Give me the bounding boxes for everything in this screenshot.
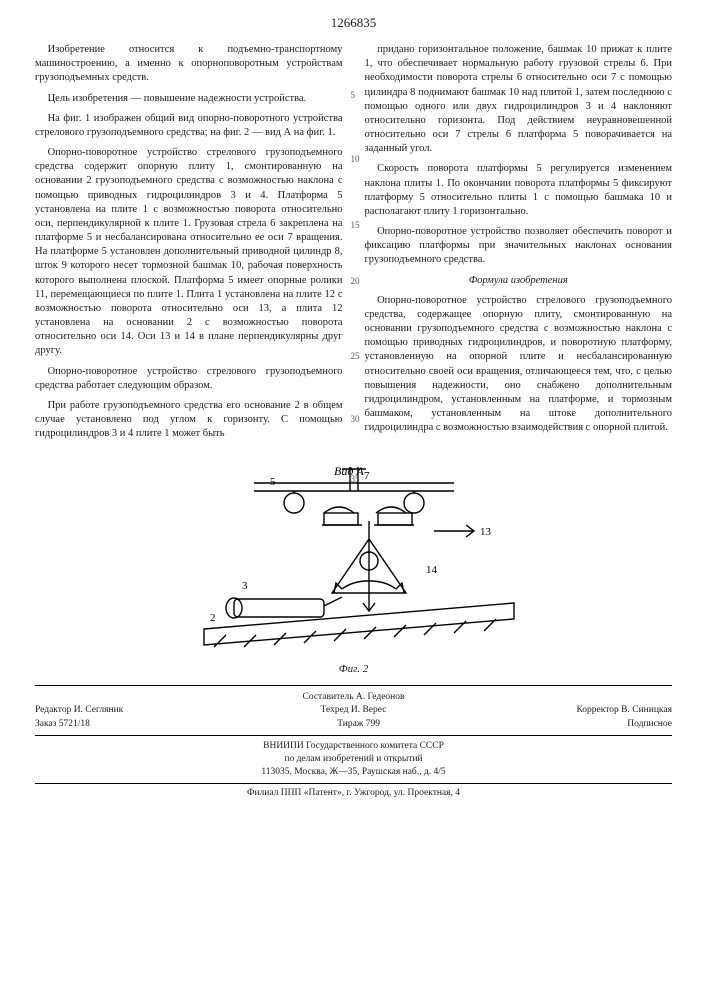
fig-label-13: 13 [480, 526, 492, 538]
figure-caption: Фиг. 2 [35, 663, 672, 675]
body-paragraph: Опорно-поворотное устройство стрелового … [35, 365, 343, 393]
footer-org2: по делам изобретений и открытий [35, 753, 672, 766]
footer-org1: ВНИИПИ Государственного комитета СССР [35, 740, 672, 753]
patent-number: 1266835 [35, 15, 672, 31]
column-right: 5 10 15 20 25 30 35 придано горизонтальн… [365, 43, 673, 447]
line-number: 30 [351, 413, 360, 425]
footer-circulation: Тираж 799 [337, 719, 380, 729]
body-paragraph: На фиг. 1 изображен общий вид опорно-пов… [35, 112, 343, 140]
body-paragraph: При работе грузоподъемного средства его … [35, 399, 343, 442]
fig-label-14: 14 [426, 564, 438, 576]
formula-title: Формула изобретения [365, 274, 673, 288]
figure-2: Вид А 7 5 13 14 3 2 Фиг. 2 [35, 461, 672, 675]
body-paragraph: Скорость поворота платформы 5 регулирует… [365, 162, 673, 219]
line-number: 15 [351, 219, 360, 231]
line-number: 10 [351, 153, 360, 165]
body-paragraph: Цель изобретения — повышение надежности … [35, 92, 343, 106]
footer-addr2: Филиал ППП «Патент», г. Ужгород, ул. Про… [35, 783, 672, 800]
line-number: 35 [351, 473, 360, 485]
page: 1266835 Изобретение относится к подъемно… [0, 0, 707, 820]
body-paragraph: Изобретение относится к подъемно-транспо… [35, 43, 343, 86]
fig-label-3: 3 [242, 580, 248, 592]
line-number: 25 [351, 350, 360, 362]
footer-addr1: 113035, Москва, Ж—35, Раушская наб., д. … [35, 766, 672, 779]
line-number: 20 [351, 275, 360, 287]
fig-label-5: 5 [270, 476, 276, 488]
body-paragraph: Опорно-поворотное устройство позволяет о… [365, 225, 673, 268]
line-number: 5 [351, 89, 356, 101]
two-column-body: Изобретение относится к подъемно-транспо… [35, 43, 672, 447]
footer-techred: Техред И. Верес [247, 705, 459, 715]
footer-order: Заказ 5721/18 [35, 719, 90, 729]
footer-editor: Редактор И. Сегляник [35, 705, 247, 715]
figure-svg: Вид А 7 5 13 14 3 2 [174, 461, 534, 661]
body-paragraph: Опорно-поворотное устройство стрелового … [35, 146, 343, 359]
footer-corrector: Корректор В. Синицкая [460, 705, 672, 715]
column-left: Изобретение относится к подъемно-транспо… [35, 43, 343, 447]
fig-label-7: 7 [364, 470, 370, 482]
footer-compiler: Составитель А. Гедеонов [35, 692, 672, 702]
footer-credits: Составитель А. Гедеонов Редактор И. Сегл… [35, 685, 672, 799]
body-paragraph: Опорно-поворотное устройство стрелового … [365, 294, 673, 436]
footer-subscription: Подписное [627, 719, 672, 729]
footer-org: ВНИИПИ Государственного комитета СССР по… [35, 735, 672, 799]
fig-label-2: 2 [210, 612, 216, 624]
body-paragraph: придано горизонтальное положение, башмак… [365, 43, 673, 156]
